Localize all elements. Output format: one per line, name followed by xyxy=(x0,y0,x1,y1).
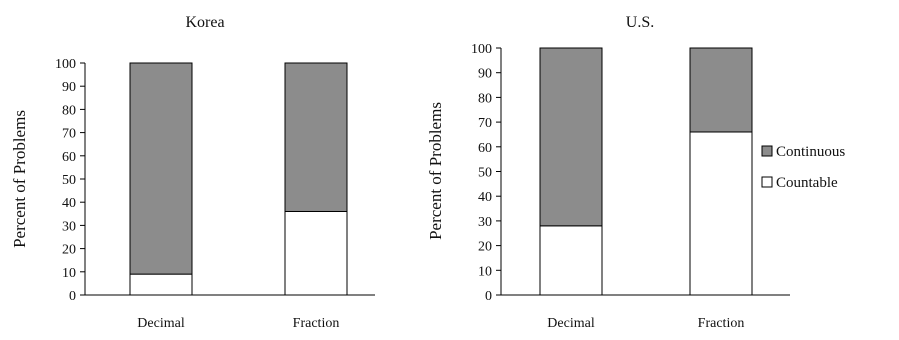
us-chart-title: U.S. xyxy=(626,14,654,31)
korea-y-tick-label: 80 xyxy=(62,103,76,118)
us-y-tick-label: 100 xyxy=(471,42,492,57)
korea-y-tick-label: 60 xyxy=(62,150,76,165)
us-bar-fraction-countable xyxy=(689,131,753,296)
korea-y-tick-label: 10 xyxy=(62,266,76,281)
legend-swatch-countable xyxy=(761,176,773,188)
us-x-tick-label-decimal: Decimal xyxy=(547,316,595,331)
korea-y-tick-label: 100 xyxy=(55,57,76,72)
us-axes xyxy=(500,48,790,296)
korea-y-tick-label: 0 xyxy=(69,289,76,304)
us-y-tick-label: 60 xyxy=(478,141,492,156)
korea-y-tick-label: 90 xyxy=(62,80,76,95)
us-bar-fraction-continuous xyxy=(689,47,753,133)
legend-label-continuous: Continuous xyxy=(776,144,845,160)
us-bar-decimal-countable xyxy=(539,225,603,296)
korea-axes xyxy=(84,63,375,296)
korea-bar-fraction-countable xyxy=(284,210,348,296)
legend-label-countable: Countable xyxy=(776,175,838,191)
us-y-tick-label: 70 xyxy=(478,116,492,131)
legend-swatch-continuous xyxy=(761,145,773,157)
korea-bar-fraction-continuous xyxy=(284,62,348,212)
us-y-tick-label: 20 xyxy=(478,240,492,255)
us-y-axis-label: Percent of Problems xyxy=(426,102,445,240)
korea-x-tick-label-fraction: Fraction xyxy=(293,316,340,331)
korea-bar-decimal-countable xyxy=(129,273,193,296)
korea-x-axis-labels: Decimal Fraction xyxy=(137,316,339,331)
us-y-tick-label: 50 xyxy=(478,166,492,181)
us-chart-panel: U.S. Percent of Problems 0 10 20 30 40 50 60 70… xyxy=(426,14,790,331)
korea-chart-panel: Korea Percent of Problems 0 10 20 30 40 50 60 7… xyxy=(10,14,375,331)
us-y-tick-label: 80 xyxy=(478,91,492,106)
korea-chart-title: Korea xyxy=(185,14,224,31)
legend: Continuous Countable xyxy=(761,144,845,191)
legend-item-continuous: Continuous xyxy=(761,144,845,160)
us-y-tick-label: 0 xyxy=(485,289,492,304)
korea-x-tick-label-decimal: Decimal xyxy=(137,316,185,331)
us-y-tick-label: 30 xyxy=(478,215,492,230)
korea-bar-decimal-continuous xyxy=(129,62,193,275)
korea-y-axis-label: Percent of Problems xyxy=(10,110,29,248)
us-x-axis-labels: Decimal Fraction xyxy=(547,316,744,331)
legend-item-countable: Countable xyxy=(761,175,838,191)
us-bars xyxy=(539,47,753,296)
us-y-tick-label: 10 xyxy=(478,264,492,279)
korea-y-tick-label: 20 xyxy=(62,243,76,258)
korea-y-tick-label: 30 xyxy=(62,219,76,234)
us-y-axis-ticks: 0 10 20 30 40 50 60 70 80 90 100 xyxy=(471,42,501,304)
korea-bars xyxy=(129,62,348,296)
us-y-tick-label: 40 xyxy=(478,190,492,205)
korea-y-axis-ticks: 0 10 20 30 40 50 60 70 80 90 100 xyxy=(55,57,85,304)
us-y-tick-label: 90 xyxy=(478,67,492,82)
korea-y-tick-label: 70 xyxy=(62,127,76,142)
korea-y-tick-label: 40 xyxy=(62,196,76,211)
us-x-tick-label-fraction: Fraction xyxy=(698,316,745,331)
korea-y-tick-label: 50 xyxy=(62,173,76,188)
us-bar-decimal-continuous xyxy=(539,47,603,227)
